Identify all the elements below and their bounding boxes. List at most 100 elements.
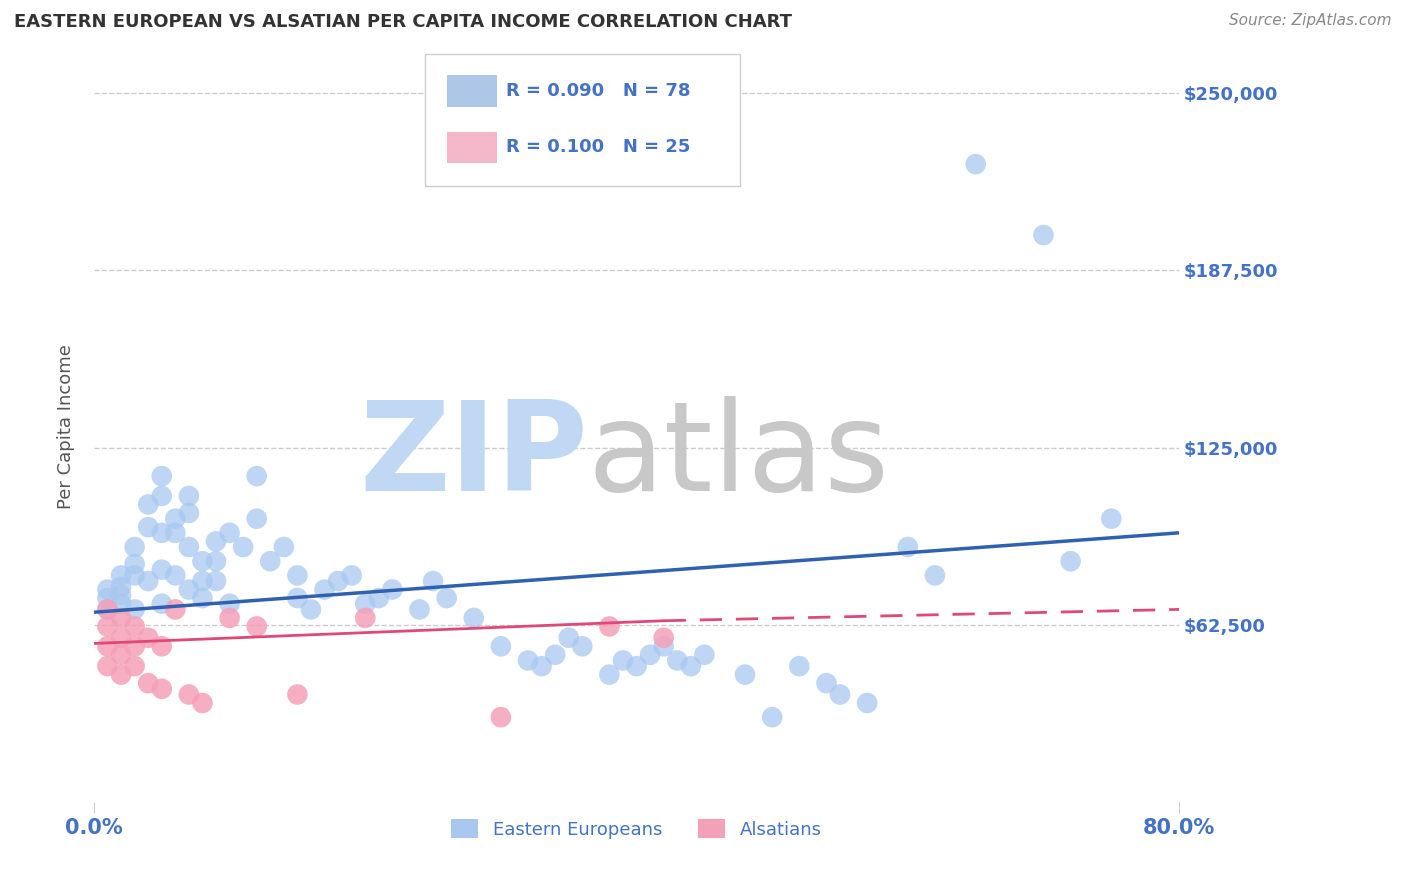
Point (124, 568, 146, 582)
Point (666, 653, 689, 667)
Point (679, 659, 702, 673)
Point (1032, 227, 1054, 242)
Point (124, 540, 146, 554)
Point (626, 659, 648, 673)
Point (652, 631, 675, 645)
Point (165, 511, 187, 525)
Point (856, 696, 879, 710)
Point (96, 659, 118, 673)
Point (110, 568, 132, 582)
Point (638, 648, 661, 662)
Point (150, 640, 173, 654)
Point (205, 534, 228, 549)
Point (124, 619, 146, 633)
Point (246, 469, 269, 483)
Point (693, 648, 716, 662)
Point (530, 659, 553, 673)
Point (326, 574, 349, 588)
Text: ZIP: ZIP (359, 396, 588, 517)
Point (96, 602, 118, 616)
Point (314, 582, 336, 597)
Point (1099, 511, 1122, 525)
Point (218, 525, 240, 540)
Point (924, 568, 946, 582)
Point (110, 597, 132, 611)
Point (110, 580, 132, 594)
Point (110, 648, 132, 662)
Point (463, 611, 485, 625)
Text: atlas: atlas (588, 396, 890, 517)
Point (381, 582, 404, 597)
Point (150, 525, 173, 540)
Point (205, 574, 228, 588)
Point (96, 640, 118, 654)
Point (287, 568, 309, 582)
Point (150, 597, 173, 611)
Point (517, 653, 540, 667)
Point (544, 648, 567, 662)
Point (150, 469, 173, 483)
Point (367, 591, 389, 605)
FancyBboxPatch shape (425, 54, 740, 186)
Point (150, 681, 173, 696)
Point (652, 640, 675, 654)
Point (246, 619, 269, 633)
Point (136, 498, 159, 512)
Point (124, 640, 146, 654)
Point (299, 602, 322, 616)
Point (177, 582, 200, 597)
Point (165, 568, 187, 582)
Point (436, 591, 458, 605)
Point (354, 597, 377, 611)
Point (124, 557, 146, 571)
Point (96, 591, 118, 605)
Point (218, 611, 240, 625)
Point (136, 574, 159, 588)
Point (96, 582, 118, 597)
Point (191, 554, 214, 568)
Point (828, 688, 851, 702)
Point (734, 667, 756, 681)
Point (815, 676, 838, 690)
FancyBboxPatch shape (447, 76, 496, 107)
Point (150, 563, 173, 577)
Point (110, 667, 132, 681)
Point (965, 157, 987, 171)
Point (218, 597, 240, 611)
Point (110, 611, 132, 625)
Text: R = 0.090   N = 78: R = 0.090 N = 78 (506, 81, 690, 100)
Point (598, 667, 620, 681)
Point (489, 710, 512, 724)
Point (124, 659, 146, 673)
Point (246, 511, 269, 525)
Point (354, 611, 377, 625)
Legend: Eastern Europeans, Alsatians: Eastern Europeans, Alsatians (444, 812, 830, 846)
Point (191, 696, 214, 710)
Point (761, 710, 783, 724)
Point (150, 489, 173, 503)
Point (612, 653, 634, 667)
Point (177, 489, 200, 503)
Text: EASTERN EUROPEAN VS ALSATIAN PER CAPITA INCOME CORRELATION CHART: EASTERN EUROPEAN VS ALSATIAN PER CAPITA … (14, 13, 792, 31)
Point (422, 574, 444, 588)
Point (408, 602, 430, 616)
Point (571, 640, 593, 654)
Point (273, 540, 295, 554)
Point (110, 588, 132, 602)
Point (287, 688, 309, 702)
Text: R = 0.100   N = 25: R = 0.100 N = 25 (506, 138, 690, 156)
Point (110, 631, 132, 645)
Point (136, 676, 159, 690)
Point (489, 640, 512, 654)
Point (287, 591, 309, 605)
Point (165, 602, 187, 616)
Point (191, 574, 214, 588)
Point (124, 602, 146, 616)
Point (136, 631, 159, 645)
Y-axis label: Per Capita Income: Per Capita Income (58, 344, 75, 509)
Point (259, 554, 281, 568)
Point (96, 619, 118, 633)
Point (177, 688, 200, 702)
Point (177, 540, 200, 554)
Point (96, 602, 118, 616)
